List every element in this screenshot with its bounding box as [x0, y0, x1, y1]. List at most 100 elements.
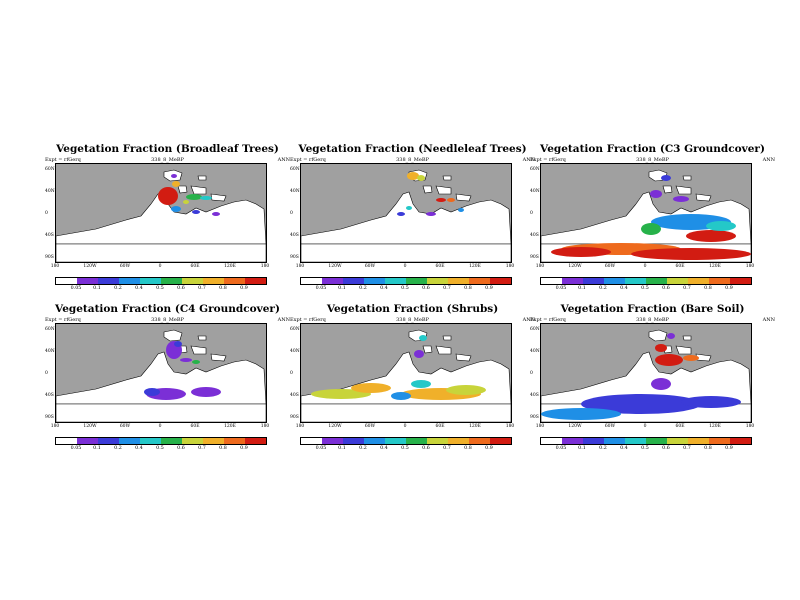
x-tick-label: 180: [505, 424, 515, 429]
vegetation-fraction-cell: [311, 389, 371, 399]
colorbar-swatch: [490, 438, 511, 444]
colorbar-swatch: [182, 438, 203, 444]
panel-title: Vegetation Fraction (Needleleaf Trees): [298, 143, 527, 155]
y-tick-label: 60N: [290, 327, 300, 332]
y-tick-label: 90S: [45, 255, 54, 260]
y-tick-label: 90S: [290, 415, 299, 420]
colorbar-label: 0.8: [704, 286, 712, 291]
vegetation-fraction-cell: [426, 212, 436, 216]
x-tick-label: 180: [295, 424, 305, 429]
colorbar-label: 0.9: [725, 446, 733, 451]
x-tick-label: 60W: [604, 264, 616, 269]
colorbar-label: 0.8: [219, 286, 227, 291]
land-region: [682, 335, 692, 341]
x-tick-label: 120W: [328, 424, 342, 429]
x-tick-label: 60E: [675, 264, 685, 269]
x-tick-label: 0: [403, 264, 407, 269]
y-tick-label: 40N: [45, 189, 55, 194]
panel-title: Vegetation Fraction (Shrubs): [326, 303, 499, 315]
vegetation-fraction-cell: [191, 387, 221, 397]
land-region: [197, 335, 207, 341]
colorbar-label: 0.1: [338, 286, 346, 291]
x-tick-label: 120E: [224, 424, 236, 429]
colorbar-label: 0.2: [359, 286, 367, 291]
colorbar-label: 0.8: [219, 446, 227, 451]
vegetation-fraction-cell: [391, 392, 411, 400]
x-tick-label: 120W: [328, 264, 342, 269]
colorbar: [300, 277, 512, 285]
y-tick-label: 60N: [45, 167, 55, 172]
vegetation-fraction-cell: [397, 212, 405, 216]
colorbar-swatch: [98, 278, 119, 284]
colorbar-label: 0.7: [198, 286, 206, 291]
colorbar-label: 0.6: [662, 446, 670, 451]
vegetation-fraction-cell: [192, 360, 200, 364]
colorbar-swatch: [203, 278, 224, 284]
colorbar-swatch: [541, 438, 562, 444]
vegetation-fraction-cell: [174, 341, 182, 347]
colorbar-swatch: [625, 278, 646, 284]
x-tick-label: 60E: [190, 264, 200, 269]
colorbar-label: 0.1: [93, 286, 101, 291]
vegetation-fraction-cell: [192, 210, 200, 214]
vegetation-fraction-cell: [681, 396, 741, 408]
case-label: 338_8_MeBP: [636, 317, 669, 323]
map-plot: [55, 323, 267, 423]
vegetation-fraction-cell: [641, 223, 661, 235]
expt-label: Expt = rfGerq: [530, 317, 566, 323]
x-tick-label: 120E: [469, 424, 481, 429]
season-label: ANN: [762, 317, 775, 323]
colorbar-label: 0.6: [177, 286, 185, 291]
colorbar-label: 0.5: [641, 286, 649, 291]
case-label: 338_8_MeBP: [396, 317, 429, 323]
vegetation-fraction-cell: [650, 190, 662, 198]
land-region: [210, 193, 227, 202]
x-tick-label: 60E: [675, 424, 685, 429]
colorbar-label: 0.6: [422, 286, 430, 291]
colorbar-swatch: [224, 278, 245, 284]
colorbar-label: 0.1: [578, 286, 586, 291]
colorbar: [540, 437, 752, 445]
colorbar-swatch: [301, 278, 322, 284]
panel-title: Vegetation Fraction (C4 Groundcover): [55, 303, 280, 315]
colorbar: [55, 277, 267, 285]
colorbar-swatch: [364, 438, 385, 444]
colorbar-swatch: [140, 278, 161, 284]
colorbar-label: 0.9: [725, 286, 733, 291]
x-tick-label: 60E: [435, 264, 445, 269]
land-region: [455, 353, 472, 362]
x-tick-label: 60W: [119, 264, 131, 269]
colorbar-swatch: [646, 438, 667, 444]
land-region: [648, 329, 668, 342]
map-plot: [540, 163, 752, 263]
x-tick-label: 0: [643, 264, 647, 269]
y-tick-label: 0: [290, 211, 293, 216]
colorbar-label: 0.05: [315, 286, 327, 291]
x-tick-label: 120E: [469, 264, 481, 269]
land-region: [301, 403, 511, 422]
colorbar-label: 0.8: [464, 286, 472, 291]
vegetation-fraction-cell: [551, 247, 611, 257]
vegetation-fraction-cell: [655, 344, 667, 352]
vegetation-panel-3: Vegetation Fraction (C3 Groundcover) Expt…: [530, 143, 775, 308]
colorbar-label: 0.7: [198, 446, 206, 451]
land-region: [163, 329, 183, 342]
y-tick-label: 60N: [290, 167, 300, 172]
colorbar-label: 0.7: [443, 286, 451, 291]
panel-title: Vegetation Fraction (Bare Soil): [560, 303, 745, 315]
colorbar-swatch: [77, 278, 98, 284]
colorbar-label: 0.5: [156, 286, 164, 291]
vegetation-panel-2: Vegetation Fraction (Needleleaf Trees) Ex…: [290, 143, 535, 308]
x-tick-label: 120W: [83, 264, 97, 269]
y-tick-label: 0: [530, 211, 533, 216]
y-tick-label: 60N: [530, 327, 540, 332]
land-region: [190, 185, 207, 195]
vegetation-fraction-cell: [661, 175, 671, 181]
colorbar-label: 0.4: [135, 286, 143, 291]
vegetation-fraction-cell: [212, 212, 220, 216]
y-tick-label: 40N: [530, 349, 540, 354]
y-tick-label: 40N: [45, 349, 55, 354]
colorbar-swatch: [224, 438, 245, 444]
colorbar-label: 0.1: [338, 446, 346, 451]
land-region: [422, 345, 433, 354]
